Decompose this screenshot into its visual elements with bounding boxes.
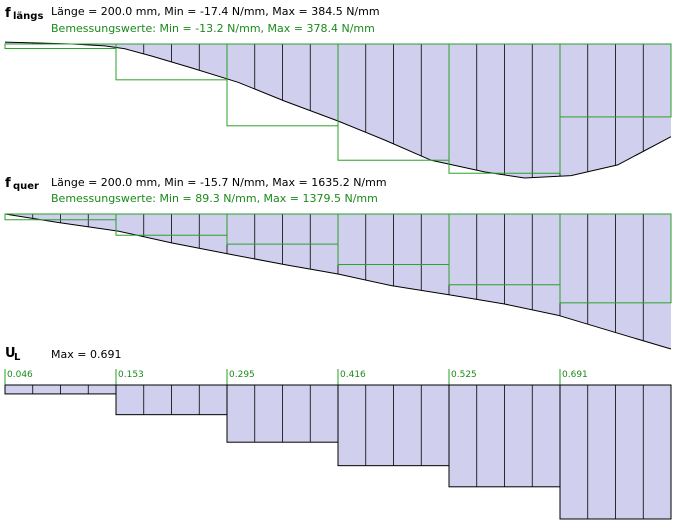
panel-f-quer-design-info: Bemessungswerte: Min = 89.3 N/mm, Max = …	[51, 192, 378, 205]
panel-u-l-plot: 0.046 0.153 0.295 0.416 0.525 0.691	[4, 369, 672, 520]
force-curve	[4, 41, 672, 179]
panel-f-laengs-symbol: f	[5, 6, 11, 21]
panel-f-laengs-subscript: längs	[13, 11, 43, 22]
panel-u-l-subscript: L	[14, 352, 21, 363]
segment-value-label: 0.416	[340, 370, 366, 380]
panel-f-quer-header: f quer Länge = 200.0 mm, Min = -15.7 N/m…	[5, 176, 387, 205]
panel-f-quer-plot	[4, 213, 672, 350]
panel-f-quer-subscript: quer	[13, 181, 39, 192]
panel-u-l-symbol: U	[5, 346, 16, 361]
design-step	[559, 213, 672, 304]
panel-f-quer-info: Länge = 200.0 mm, Min = -15.7 N/mm, Max …	[51, 176, 387, 189]
panel-f-quer-symbol: f	[5, 176, 11, 191]
panel-f-laengs-info: Länge = 200.0 mm, Min = -17.4 N/mm, Max …	[51, 5, 380, 18]
panel-f-laengs-header: f längs Länge = 200.0 mm, Min = -17.4 N/…	[5, 5, 380, 35]
segment-value-label: 0.525	[451, 370, 477, 380]
segment-value-label: 0.153	[118, 370, 144, 380]
force-curve	[4, 213, 672, 350]
panel-f-laengs-design-info: Bemessungswerte: Min = -13.2 N/mm, Max =…	[51, 22, 375, 35]
segment-value-label: 0.691	[562, 370, 588, 380]
panel-u-l-header: U L Max = 0.691	[5, 346, 121, 363]
panel-f-laengs-plot	[4, 41, 672, 179]
segment-value-label: 0.295	[229, 370, 255, 380]
segment-value-label: 0.046	[7, 370, 33, 380]
design-step	[559, 43, 672, 118]
panel-u-l-info: Max = 0.691	[51, 348, 121, 361]
